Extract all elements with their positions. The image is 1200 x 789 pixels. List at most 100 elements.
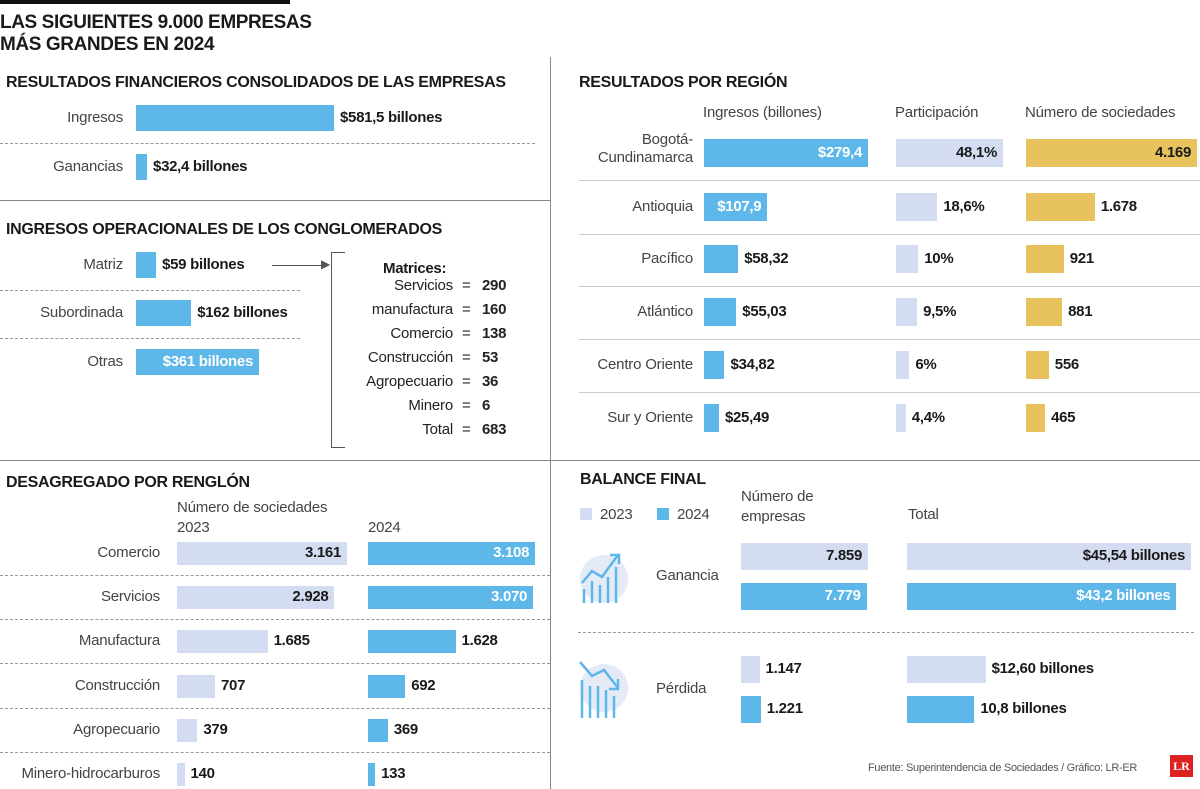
bar (907, 655, 986, 683)
value-label: 1.678 (1100, 198, 1137, 215)
bar (177, 674, 216, 698)
bar (704, 351, 725, 379)
legend-swatch-2024 (657, 508, 669, 520)
matrices-value: 53 (482, 349, 499, 366)
bar (1026, 351, 1049, 379)
value-label: $32,4 billones (153, 158, 248, 175)
equals-sign: = (462, 325, 471, 342)
value-label: 10% (924, 250, 954, 267)
equals-sign: = (462, 373, 471, 390)
bar (896, 351, 910, 379)
category-label: Centro Oriente (597, 356, 693, 373)
value-label: $43,2 billones (1076, 587, 1171, 604)
value-label: 369 (393, 721, 418, 738)
matrices-label: Comercio (390, 325, 453, 342)
value-label: 379 (203, 721, 228, 738)
bar (1026, 193, 1095, 221)
value-label: $279,4 (817, 144, 862, 161)
region-col-sociedades: Número de sociedades (1025, 104, 1176, 121)
bar (177, 629, 268, 653)
divider-h2 (0, 460, 1200, 461)
category-label: Bogotá- Cundinamarca (597, 131, 693, 166)
category-label: Ganancias (53, 158, 123, 175)
matrices-bracket (331, 252, 332, 447)
bar (896, 245, 919, 273)
legend-label-2023: 2023 (600, 506, 633, 523)
bar (896, 193, 938, 221)
section-title-financieros: RESULTADOS FINANCIEROS CONSOLIDADOS DE L… (6, 74, 506, 91)
matrices-label: Construcción (367, 349, 453, 366)
bar (136, 105, 334, 131)
value-label: $25,49 (724, 409, 770, 426)
value-label: $162 billones (197, 304, 288, 321)
value-label: $34,82 (730, 356, 775, 373)
category-label: Subordinada (40, 304, 123, 321)
value-label: 1.685 (273, 632, 310, 649)
bar (896, 298, 918, 326)
dashed-divider (0, 663, 550, 664)
legend-swatch-2023 (580, 508, 592, 520)
page-title-line-1: LAS SIGUIENTES 9.000 EMPRESAS (0, 12, 312, 33)
value-label: $107,9 (717, 198, 762, 215)
category-label: Sur y Oriente (607, 409, 693, 426)
value-label: 7.779 (824, 587, 861, 604)
row-divider (579, 339, 1200, 340)
category-label: Ganancia (656, 567, 719, 584)
arrow-head-icon: ▶ (321, 257, 331, 271)
value-label: 465 (1051, 409, 1076, 426)
value-label: 4,4% (911, 409, 945, 426)
value-label: 1.628 (461, 632, 498, 649)
top-rule (0, 0, 290, 4)
bar (741, 695, 761, 723)
value-label: 10,8 billones (980, 700, 1067, 717)
legend-2023: 2023 (580, 506, 633, 523)
matrices-value: 160 (482, 301, 507, 318)
value-label: 3.108 (493, 544, 530, 561)
arrow-line (272, 265, 326, 266)
value-label: $55,03 (742, 303, 787, 320)
dashed-divider (0, 143, 535, 144)
value-label: $581,5 billones (340, 109, 443, 126)
lr-logo: LR (1170, 755, 1193, 777)
bar (896, 404, 906, 432)
matrices-label: manufactura (371, 301, 453, 318)
bar (907, 695, 975, 723)
bar (704, 404, 719, 432)
category-label: Agropecuario (73, 721, 160, 738)
value-label: 692 (411, 677, 436, 694)
value-label: 7.859 (825, 547, 862, 564)
value-label: 133 (381, 765, 406, 782)
dashed-divider (0, 619, 550, 620)
bar (368, 762, 376, 786)
bar (704, 193, 768, 221)
category-label: Pérdida (656, 680, 707, 697)
value-label: 881 (1068, 303, 1093, 320)
bar (907, 542, 1191, 570)
value-label: 1.147 (765, 660, 802, 677)
chart-up-icon (580, 553, 628, 603)
matrices-label: Agropecuario (366, 373, 453, 390)
bar (177, 718, 198, 742)
matrices-title: Matrices: (383, 260, 447, 277)
matrices-bracket-bottom (331, 447, 345, 448)
category-label: Manufactura (78, 632, 160, 649)
row-divider (579, 234, 1200, 235)
bar (704, 298, 737, 326)
bar (177, 762, 185, 786)
value-label: $12,60 billones (991, 660, 1095, 677)
bar (1026, 404, 1046, 432)
bar (136, 349, 259, 375)
category-label: Minero-hidrocarburos (21, 765, 160, 782)
category-label: Otras (87, 353, 123, 370)
equals-sign: = (462, 421, 471, 438)
bar (136, 252, 157, 278)
dashed-divider (0, 752, 550, 753)
bar (741, 542, 868, 570)
legend-label-2024: 2024 (677, 506, 710, 523)
matrices-bracket-top (331, 252, 345, 253)
value-label: 1.221 (766, 700, 803, 717)
legend-2024: 2024 (657, 506, 710, 523)
section-title-balance: BALANCE FINAL (580, 471, 706, 488)
value-label: 2.928 (292, 588, 329, 605)
category-label: Construcción (74, 677, 160, 694)
